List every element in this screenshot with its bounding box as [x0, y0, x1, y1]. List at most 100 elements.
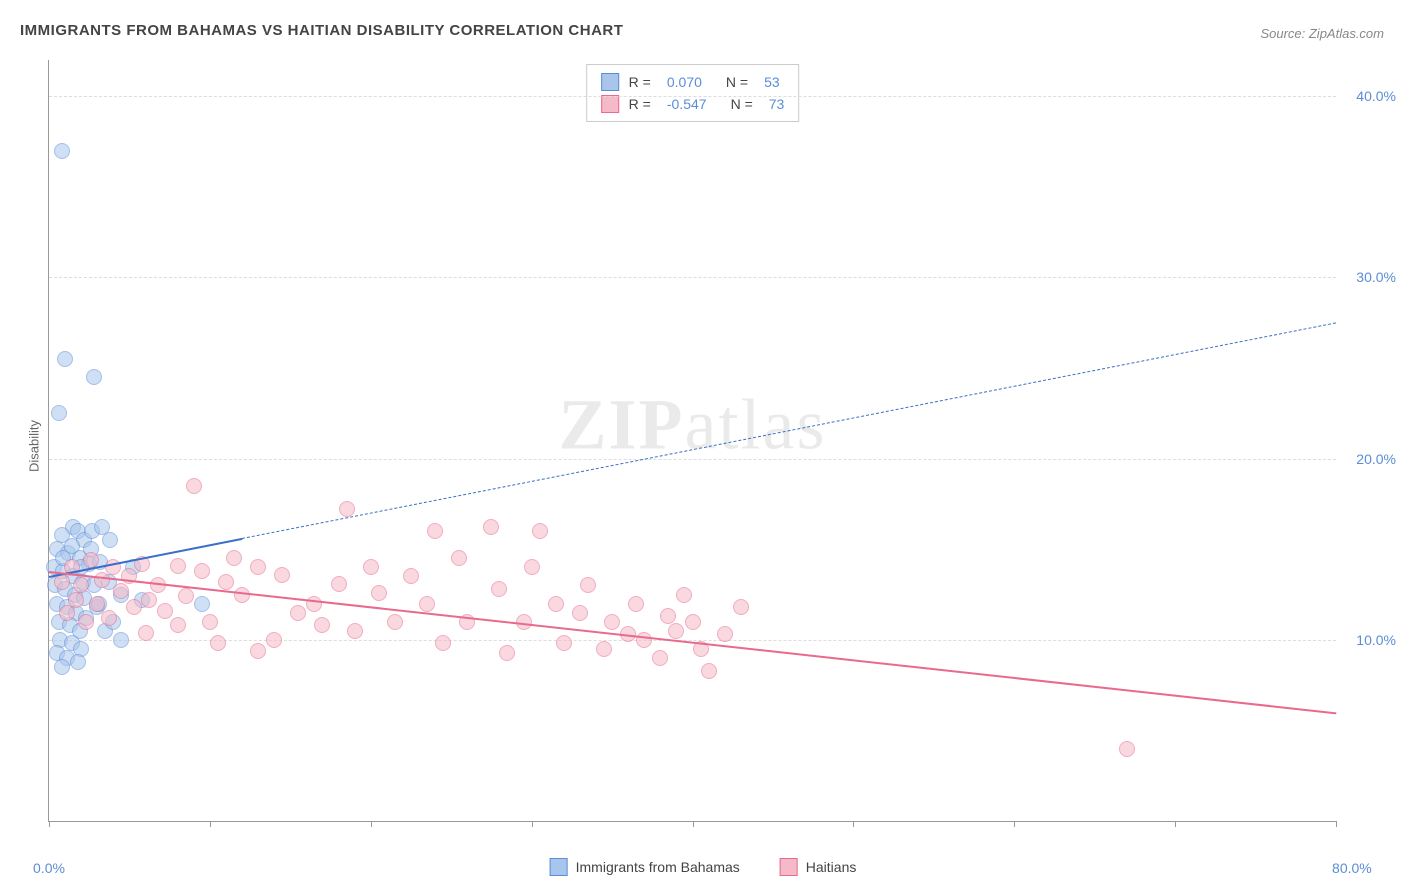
data-point-haitians [170, 617, 186, 633]
gridline [49, 96, 1336, 97]
xtick-label: 0.0% [33, 860, 65, 876]
source-label: Source: ZipAtlas.com [1260, 26, 1384, 41]
source-value: ZipAtlas.com [1309, 26, 1384, 41]
ytick-label: 30.0% [1356, 269, 1396, 285]
chart-container: IMMIGRANTS FROM BAHAMAS VS HAITIAN DISAB… [0, 0, 1406, 892]
data-point-haitians [94, 572, 110, 588]
data-point-haitians [170, 558, 186, 574]
data-point-haitians [532, 523, 548, 539]
data-point-haitians [126, 599, 142, 615]
legend-label-bahamas: Immigrants from Bahamas [576, 859, 740, 875]
swatch-haitians [780, 858, 798, 876]
n-value-bahamas: 53 [764, 74, 780, 90]
data-point-haitians [1119, 741, 1135, 757]
data-point-haitians [387, 614, 403, 630]
legend-item-bahamas: Immigrants from Bahamas [550, 858, 740, 876]
watermark-light: atlas [685, 385, 827, 465]
data-point-haitians [194, 563, 210, 579]
data-point-haitians [314, 617, 330, 633]
data-point-haitians [113, 583, 129, 599]
source-prefix: Source: [1260, 26, 1308, 41]
ytick-label: 10.0% [1356, 632, 1396, 648]
ytick-label: 20.0% [1356, 451, 1396, 467]
data-point-haitians [483, 519, 499, 535]
data-point-haitians [701, 663, 717, 679]
trendline [49, 571, 1336, 714]
data-point-haitians [202, 614, 218, 630]
data-point-haitians [499, 645, 515, 661]
data-point-bahamas [64, 538, 80, 554]
r-label: R = [629, 74, 651, 90]
data-point-haitians [556, 635, 572, 651]
data-point-bahamas [194, 596, 210, 612]
data-point-haitians [419, 596, 435, 612]
data-point-haitians [78, 614, 94, 630]
swatch-bahamas [550, 858, 568, 876]
data-point-haitians [660, 608, 676, 624]
data-point-bahamas [113, 632, 129, 648]
xtick-label: 80.0% [1332, 860, 1372, 876]
r-value-bahamas: 0.070 [667, 74, 702, 90]
data-point-haitians [101, 610, 117, 626]
n-label: N = [726, 74, 748, 90]
data-point-haitians [306, 596, 322, 612]
ytick-label: 40.0% [1356, 88, 1396, 104]
data-point-haitians [717, 626, 733, 642]
data-point-bahamas [57, 351, 73, 367]
xtick-mark [1336, 821, 1337, 827]
gridline [49, 459, 1336, 460]
data-point-haitians [141, 592, 157, 608]
data-point-haitians [435, 635, 451, 651]
data-point-haitians [157, 603, 173, 619]
data-point-haitians [210, 635, 226, 651]
data-point-bahamas [86, 369, 102, 385]
data-point-haitians [491, 581, 507, 597]
legend-item-haitians: Haitians [780, 858, 857, 876]
gridline [49, 640, 1336, 641]
data-point-haitians [628, 596, 644, 612]
watermark: ZIPatlas [559, 384, 827, 467]
chart-title: IMMIGRANTS FROM BAHAMAS VS HAITIAN DISAB… [20, 22, 623, 39]
watermark-bold: ZIP [559, 385, 685, 465]
data-point-haitians [403, 568, 419, 584]
data-point-haitians [685, 614, 701, 630]
r-value-haitians: -0.547 [667, 96, 707, 112]
data-point-haitians [339, 501, 355, 517]
data-point-bahamas [51, 405, 67, 421]
xtick-mark [1014, 821, 1015, 827]
xtick-mark [693, 821, 694, 827]
data-point-bahamas [54, 659, 70, 675]
xtick-mark [853, 821, 854, 827]
data-point-haitians [186, 478, 202, 494]
series-legend: Immigrants from Bahamas Haitians [550, 858, 857, 876]
data-point-haitians [274, 567, 290, 583]
xtick-mark [371, 821, 372, 827]
data-point-haitians [676, 587, 692, 603]
gridline [49, 277, 1336, 278]
data-point-haitians [250, 559, 266, 575]
xtick-mark [1175, 821, 1176, 827]
trendline [242, 323, 1336, 540]
data-point-haitians [250, 643, 266, 659]
swatch-haitians [601, 95, 619, 113]
data-point-haitians [427, 523, 443, 539]
xtick-mark [532, 821, 533, 827]
data-point-haitians [733, 599, 749, 615]
swatch-bahamas [601, 73, 619, 91]
data-point-haitians [290, 605, 306, 621]
data-point-haitians [266, 632, 282, 648]
data-point-haitians [580, 577, 596, 593]
data-point-haitians [226, 550, 242, 566]
y-axis-label: Disability [27, 420, 42, 472]
data-point-haitians [548, 596, 564, 612]
data-point-haitians [59, 605, 75, 621]
data-point-haitians [218, 574, 234, 590]
data-point-haitians [572, 605, 588, 621]
data-point-haitians [524, 559, 540, 575]
n-label: N = [731, 96, 753, 112]
xtick-mark [49, 821, 50, 827]
data-point-haitians [363, 559, 379, 575]
plot-area: ZIPatlas R = 0.070 N = 53 R = -0.547 N =… [48, 60, 1336, 822]
n-value-haitians: 73 [769, 96, 785, 112]
data-point-haitians [668, 623, 684, 639]
